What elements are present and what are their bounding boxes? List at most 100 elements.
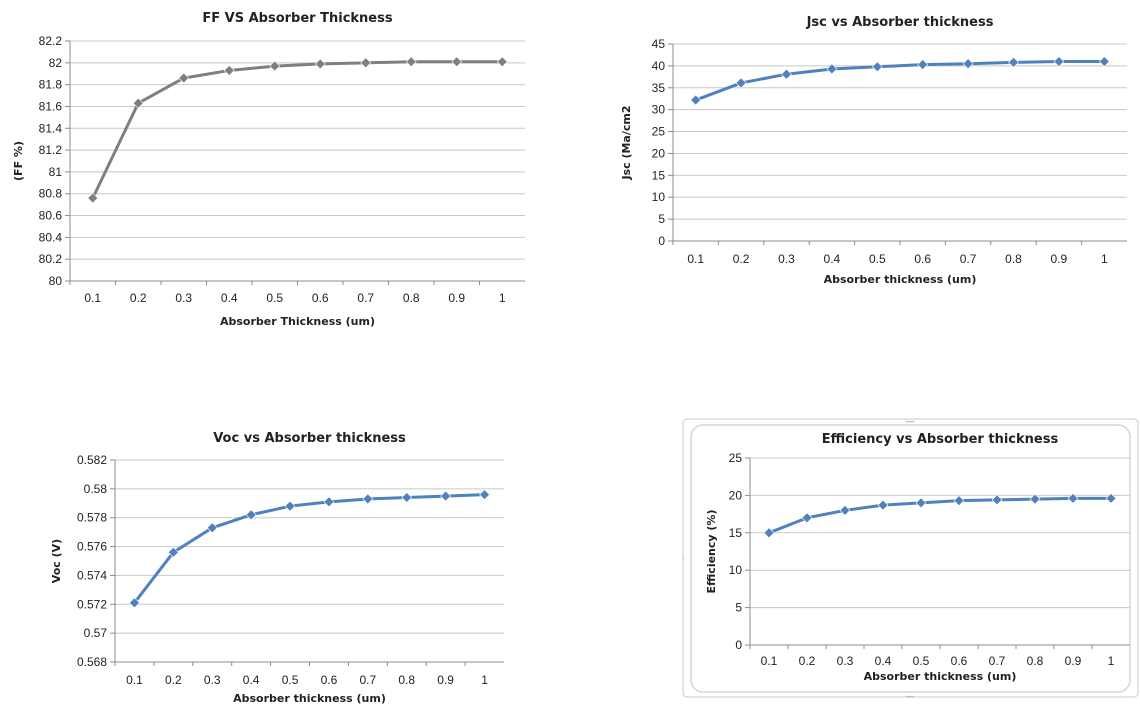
jsc-x-tick-label: 0.2: [733, 252, 750, 266]
frame-handle-left[interactable]: :: [683, 556, 685, 562]
ff-data-point: [223, 65, 235, 76]
voc-series-line: [133, 493, 485, 604]
jsc-chart: 0 5 10 15 20 25 30 35 40 45 0.1 0.2 0.3 0.4 0.5 0.6 0.7 0…: [620, 15, 1127, 286]
jsc-data-point: [735, 77, 747, 89]
voc-data-point: [167, 546, 179, 558]
jsc-y-tick-label: 35: [652, 81, 666, 95]
ff-x-tick-label: 0.4: [221, 291, 238, 305]
ff-y-tick-label: 80.8: [39, 187, 63, 201]
efficiency-data-point: [915, 497, 927, 509]
ff-y-tick-label: 82.2: [39, 34, 63, 48]
voc-data-point: [129, 597, 140, 609]
voc-y-tick-label: 0.582: [77, 453, 107, 467]
jsc-y-tick-label: 10: [652, 190, 666, 204]
efficiency-x-tick-label: 0.3: [837, 654, 854, 668]
ff-data-point: [360, 57, 372, 69]
voc-x-axis-label: Absorber thickness (um): [233, 692, 386, 704]
efficiency-y-tick-label: 5: [735, 601, 742, 615]
ff-y-tick-label: 81.4: [39, 121, 63, 135]
jsc-y-tick-label: 0: [658, 234, 665, 248]
jsc-x-tick-label: 0.1: [687, 252, 704, 266]
efficiency-data-point: [763, 527, 775, 539]
efficiency-data-point: [1105, 492, 1117, 504]
voc-data-point: [206, 522, 218, 534]
efficiency-y-tick-label: 25: [729, 451, 743, 465]
efficiency-data-point: [1029, 493, 1041, 505]
efficiency-y-tick-label: 0: [735, 638, 742, 652]
ff-x-tick-label: 0.9: [448, 291, 465, 305]
ff-x-tick-label: 0.6: [312, 291, 329, 305]
efficiency-y-tick-label: 10: [729, 563, 743, 577]
voc-x-tick-label: 0.5: [282, 673, 299, 687]
ff-x-tick-label: 0.1: [84, 291, 101, 305]
ff-data-point: [178, 72, 190, 84]
charts-layer: 80 80.2 80.4 80.6 80.8 81 81.2 81.4 81.6 81.8 82 82…: [12, 11, 1130, 704]
efficiency-data-point: [1067, 492, 1079, 504]
jsc-y-axis-label: Jsc (Ma/cm2: [620, 105, 633, 180]
ff-data-point: [451, 56, 463, 68]
voc-x-tick-label: 1: [481, 673, 488, 687]
ff-data-point: [269, 60, 281, 72]
voc-y-tick-label: 0.57: [84, 626, 108, 640]
efficiency-x-tick-label: 0.9: [1065, 654, 1082, 668]
ff-y-tick-label: 81: [49, 165, 63, 179]
efficiency-x-tick-label: 0.5: [913, 654, 930, 668]
ff-y-tick-label: 81.6: [39, 99, 63, 113]
efficiency-y-tick-label: 15: [729, 526, 743, 540]
voc-x-tick-label: 0.4: [243, 673, 260, 687]
efficiency-x-tick-label: 0.7: [989, 654, 1006, 668]
jsc-data-point: [826, 63, 838, 75]
ff-y-tick-label: 81.2: [39, 143, 63, 157]
jsc-data-point: [1053, 56, 1065, 67]
ff-chart-title: FF VS Absorber Thickness: [202, 11, 392, 26]
voc-chart-title: Voc vs Absorber thickness: [213, 431, 406, 446]
voc-y-tick-label: 0.572: [77, 597, 107, 611]
jsc-x-tick-label: 0.7: [960, 252, 977, 266]
ff-data-point: [405, 56, 417, 68]
jsc-data-point: [690, 94, 702, 106]
efficiency-y-axis-label: Efficiency (%): [705, 510, 718, 594]
efficiency-chart-frame[interactable]: •••• •••• :: [682, 418, 1139, 701]
voc-data-point: [284, 500, 296, 512]
jsc-data-point: [1098, 56, 1110, 67]
voc-data-point: [479, 489, 490, 501]
ff-data-point: [132, 97, 144, 109]
voc-x-tick-label: 0.1: [126, 673, 143, 687]
ff-data-point: [496, 56, 508, 68]
jsc-x-tick-label: 0.8: [1005, 252, 1022, 266]
efficiency-data-point: [953, 495, 965, 507]
voc-x-tick-label: 0.2: [165, 673, 182, 687]
efficiency-chart: 0 5 10 15 20 25 0.1 0.2 0.3 0.4 0.5 0.6 0.7 0.8 0.9 1 Ef…: [705, 432, 1130, 683]
efficiency-y-tick-label: 20: [729, 488, 743, 502]
jsc-data-point: [1008, 56, 1019, 68]
ff-y-tick-label: 80.6: [39, 209, 63, 223]
voc-x-tick-label: 0.7: [360, 673, 377, 687]
frame-handle-bottom[interactable]: ••••: [906, 695, 914, 701]
jsc-y-tick-label: 5: [658, 212, 665, 226]
jsc-data-point: [917, 59, 929, 70]
jsc-x-tick-label: 1: [1101, 252, 1108, 266]
ff-chart: 80 80.2 80.4 80.6 80.8 81 81.2 81.4 81.6 81.8 82 82…: [12, 11, 525, 328]
jsc-data-point: [781, 68, 792, 80]
voc-y-tick-label: 0.576: [77, 540, 107, 554]
voc-y-tick-label: 0.568: [77, 655, 107, 669]
jsc-x-tick-label: 0.5: [869, 252, 886, 266]
efficiency-data-point: [877, 499, 889, 511]
voc-y-tick-label: 0.574: [77, 568, 107, 582]
ff-y-tick-label: 80.4: [39, 230, 63, 244]
voc-y-tick-label: 0.578: [77, 511, 107, 525]
ff-x-tick-label: 0.3: [175, 291, 192, 305]
ff-y-tick-label: 80.2: [39, 252, 63, 266]
voc-data-point: [362, 493, 374, 505]
efficiency-x-tick-label: 0.4: [875, 654, 892, 668]
frame-handle-top[interactable]: ••••: [906, 420, 914, 426]
jsc-y-tick-label: 40: [652, 59, 666, 73]
voc-chart: 0.568 0.57 0.572 0.574 0.576 0.578 0.58 0.582 0.…: [50, 431, 504, 704]
ff-x-axis-label: Absorber Thickness (um): [220, 315, 375, 328]
ff-series-line: [91, 60, 503, 199]
ff-x-tick-label: 0.5: [266, 291, 283, 305]
voc-data-point: [323, 496, 335, 508]
voc-data-point: [245, 509, 257, 521]
efficiency-x-tick-label: 0.1: [761, 654, 778, 668]
